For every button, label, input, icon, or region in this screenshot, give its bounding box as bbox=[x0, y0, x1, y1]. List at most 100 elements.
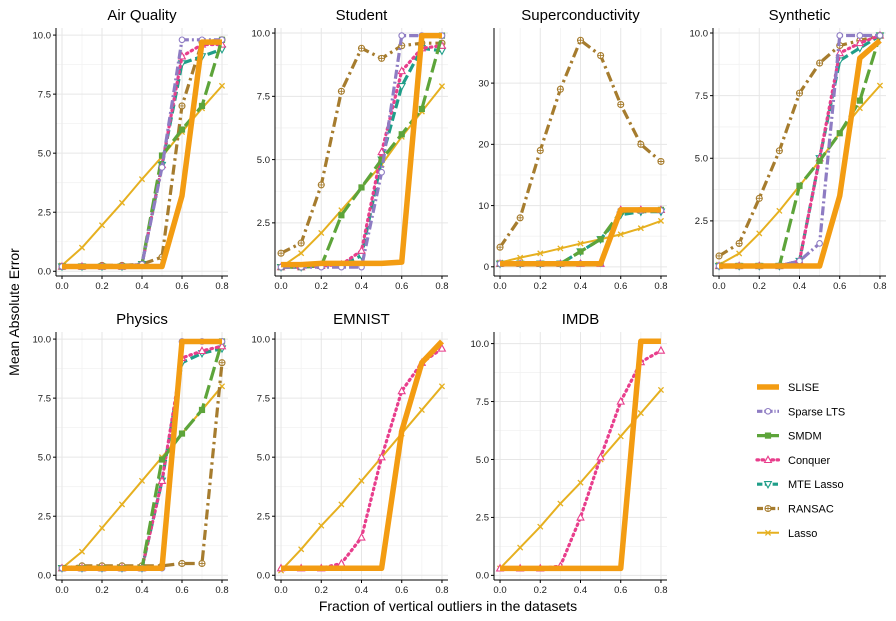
x-tick-label: 0.4 bbox=[574, 585, 587, 596]
legend-label: Conquer bbox=[788, 455, 831, 467]
y-tick-label: 5.0 bbox=[476, 455, 489, 466]
data-point-lasso bbox=[418, 406, 425, 414]
legend-item-lasso: Lasso bbox=[757, 528, 817, 540]
x-tick-label: 0.2 bbox=[753, 281, 766, 292]
data-point-ransac bbox=[317, 181, 325, 189]
x-tick-label: 0.8 bbox=[654, 281, 667, 292]
legend-marker bbox=[764, 432, 772, 439]
y-tick-label: 2.5 bbox=[257, 218, 270, 229]
series-line-slise bbox=[719, 38, 882, 269]
y-tick-label: 0.0 bbox=[476, 571, 489, 582]
y-tick-label: 7.5 bbox=[257, 393, 270, 404]
x-tick-label: 0.8 bbox=[873, 281, 886, 292]
legend-label: MTE Lasso bbox=[788, 479, 844, 491]
y-tick-label: 7.5 bbox=[38, 89, 51, 100]
data-point-lasso bbox=[298, 250, 305, 257]
data-point-lasso bbox=[617, 433, 624, 440]
y-tick-label: 7.5 bbox=[257, 92, 270, 103]
data-point-sparse-lts bbox=[158, 164, 166, 171]
y-tick-label: 0.0 bbox=[257, 571, 270, 582]
panel-title: Student bbox=[336, 7, 389, 24]
data-point-ransac bbox=[337, 87, 345, 95]
data-point-ransac bbox=[297, 239, 305, 247]
y-tick-label: 20 bbox=[478, 140, 489, 151]
data-point-smdm bbox=[158, 456, 166, 463]
y-tick-label: 10.0 bbox=[252, 334, 271, 345]
data-point-sparse-lts bbox=[836, 32, 844, 39]
x-tick-label: 0.6 bbox=[395, 585, 408, 596]
panel-superconductivity: Superconductivity 0.0 0.2 0.4 0.6 0.8 0 10 20 30 bbox=[478, 7, 667, 292]
data-point-conquer bbox=[377, 452, 386, 461]
panel-imdb: IMDB 0.0 0.2 0.4 0.6 0.8 0.0 2.5 5.0 7.5 10.0 bbox=[471, 311, 668, 596]
legend-label: SMDM bbox=[788, 431, 822, 443]
data-point-smdm bbox=[836, 130, 843, 137]
y-tick-label: 5.0 bbox=[38, 452, 51, 463]
data-point-conquer bbox=[397, 386, 407, 395]
data-point-lasso bbox=[438, 83, 446, 90]
data-point-lasso bbox=[138, 176, 146, 183]
data-point-sparse-lts bbox=[378, 168, 385, 176]
data-point-smdm bbox=[856, 97, 863, 104]
series-line-slise bbox=[281, 32, 442, 268]
x-tick-label: 0.4 bbox=[574, 281, 587, 292]
legend-marker bbox=[764, 407, 772, 415]
data-point-conquer bbox=[656, 345, 666, 354]
data-point-lasso bbox=[537, 250, 544, 257]
x-tick-label: 0.4 bbox=[793, 281, 806, 292]
series-line-slise bbox=[281, 339, 444, 571]
data-point-ransac bbox=[178, 559, 186, 568]
x-tick-label: 0.0 bbox=[55, 585, 68, 596]
data-point-sparse-lts bbox=[816, 240, 823, 247]
data-point-lasso bbox=[617, 231, 624, 238]
data-point-conquer bbox=[357, 532, 366, 541]
x-tick-label: 0.6 bbox=[175, 585, 188, 596]
panel-emnist: EMNIST 0.0 0.2 0.4 0.6 0.8 0.0 2.5 5.0 7.5 10.0 bbox=[252, 311, 449, 596]
x-tick-label: 0.4 bbox=[135, 585, 148, 596]
data-point-lasso bbox=[138, 477, 146, 484]
x-tick-label: 0.2 bbox=[534, 585, 547, 596]
data-point-lasso bbox=[557, 500, 564, 507]
data-point-smdm bbox=[198, 102, 206, 110]
data-point-ransac bbox=[735, 239, 743, 247]
data-point-lasso bbox=[98, 222, 106, 229]
panel-air-quality: Air Quality 0.0 0.2 0.4 0.6 0.8 0.0 2.5 5.0 7.5 10… bbox=[33, 7, 229, 292]
data-point-lasso bbox=[338, 501, 345, 508]
data-point-smdm bbox=[796, 182, 803, 189]
data-point-lasso bbox=[577, 240, 584, 247]
data-point-lasso bbox=[517, 254, 524, 261]
panels: Air Quality 0.0 0.2 0.4 0.6 0.8 0.0 2.5 5.0 7.5 10… bbox=[33, 7, 887, 596]
data-point-lasso bbox=[298, 546, 305, 553]
panel-title: Synthetic bbox=[769, 7, 831, 24]
legend-marker bbox=[763, 481, 773, 489]
series-slise bbox=[62, 338, 222, 571]
data-point-lasso bbox=[736, 250, 743, 257]
x-tick-label: 0.2 bbox=[534, 281, 547, 292]
panel-title: IMDB bbox=[562, 311, 600, 328]
data-point-sparse-lts bbox=[398, 32, 406, 39]
x-tick-label: 0.0 bbox=[274, 281, 287, 292]
y-tick-label: 0 bbox=[484, 262, 489, 273]
data-point-lasso bbox=[557, 245, 564, 252]
data-point-ransac bbox=[556, 85, 564, 93]
y-tick-label: 0.0 bbox=[38, 267, 51, 278]
data-point-smdm bbox=[358, 184, 365, 191]
series-slise bbox=[500, 338, 661, 572]
data-point-conquer bbox=[596, 452, 605, 461]
series-line-slise bbox=[62, 338, 222, 571]
series-slise bbox=[500, 207, 661, 267]
legend-item-ransac: RANSAC bbox=[757, 504, 834, 516]
data-point-lasso bbox=[517, 544, 524, 551]
series-slise bbox=[281, 339, 444, 571]
x-tick-label: 0.8 bbox=[435, 281, 448, 292]
data-point-lasso bbox=[637, 410, 644, 417]
series-group bbox=[495, 36, 666, 269]
data-point-ransac bbox=[277, 249, 285, 257]
y-tick-label: 7.5 bbox=[38, 393, 51, 404]
legend-label: Sparse LTS bbox=[788, 406, 845, 418]
x-tick-label: 0.0 bbox=[55, 281, 68, 292]
y-tick-label: 5.0 bbox=[257, 155, 270, 166]
data-point-conquer bbox=[576, 512, 585, 521]
data-point-lasso bbox=[637, 225, 644, 232]
y-tick-label: 2.5 bbox=[257, 512, 270, 523]
